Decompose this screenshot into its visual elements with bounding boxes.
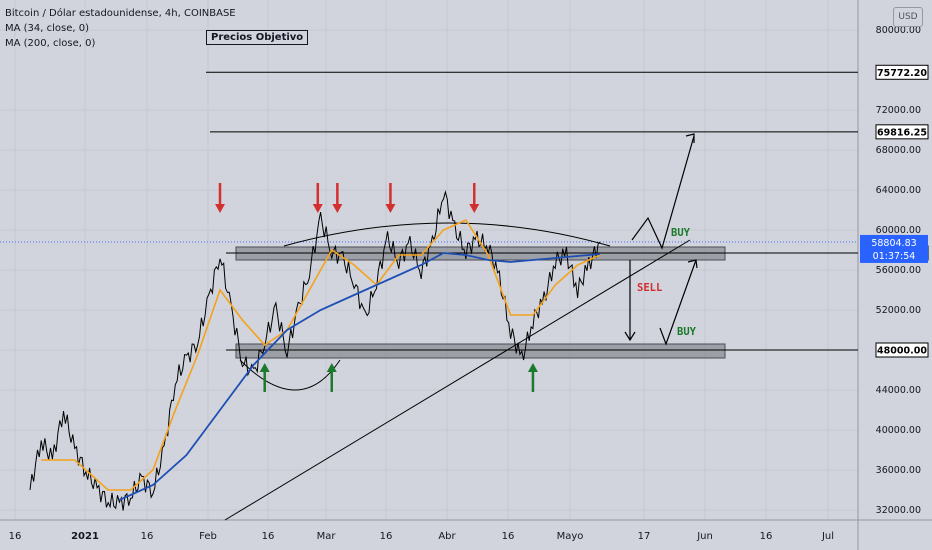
time-tick-label: Abr — [438, 531, 456, 542]
annotation-labels: BUY SELL BUY — [637, 227, 697, 338]
price-tick-label: 32000.00 — [876, 505, 921, 516]
time-tick-label: Jun — [696, 531, 713, 542]
price-tick-label: 40000.00 — [876, 425, 921, 436]
price-tick-label: 56000.00 — [876, 265, 921, 276]
sell-signal-arrowhead — [385, 204, 396, 213]
buy-label-bottom: BUY — [677, 326, 697, 338]
time-tick-label: 16 — [380, 531, 393, 542]
time-tick-label: 16 — [760, 531, 773, 542]
sell-signal-arrowhead — [332, 204, 343, 213]
target-level-label: 69816.25 — [877, 127, 927, 138]
time-tick-label: Mar — [317, 531, 337, 542]
target-level-tag — [875, 342, 929, 358]
ma34-line — [41, 218, 601, 491]
currency-unit-button[interactable]: USD — [893, 7, 923, 27]
symbol-title[interactable]: Bitcoin / Dólar estadounidense, 4h, COIN… — [5, 8, 236, 19]
target-level-tag — [875, 64, 929, 80]
price-axis[interactable]: 32000.00 36000.00 40000.00 44000.00 48000.00… — [860, 25, 929, 516]
time-tick-label: 16 — [502, 531, 515, 542]
buy-signal-arrowhead — [259, 363, 270, 372]
target-prices-note: Precios Objetivo — [206, 30, 309, 45]
ascending-trendline — [224, 239, 691, 521]
time-tick-label: Jul — [821, 531, 834, 542]
buy-signal-arrowhead — [326, 363, 337, 372]
current-price-tag — [860, 234, 928, 263]
sell-signal-arrowhead — [469, 204, 480, 213]
price-tick-label: 44000.00 — [876, 385, 921, 396]
price-line — [29, 190, 601, 511]
projection-arrowhead — [685, 133, 695, 143]
target-level-tag — [875, 124, 929, 140]
time-tick-label: Mayo — [557, 531, 584, 542]
price-tick-label: 52000.00 — [876, 305, 921, 316]
time-tick-label: 2021 — [71, 531, 99, 542]
support-zone — [235, 343, 726, 359]
price-tick-label: 36000.00 — [876, 465, 921, 476]
sell-signal-arrowhead — [312, 204, 323, 213]
sell-label: SELL — [637, 282, 662, 294]
time-tick-label: 16 — [141, 531, 154, 542]
time-tick-label: 16 — [9, 531, 22, 542]
ma34-legend[interactable]: MA (34, close, 0) — [5, 23, 90, 34]
projection-path-up — [631, 135, 695, 250]
buy-signal-arrowhead — [527, 363, 538, 372]
signal-arrows — [215, 183, 538, 392]
ma200-legend[interactable]: MA (200, close, 0) — [5, 38, 96, 49]
price-tick-label: 72000.00 — [876, 105, 921, 116]
chart-legend: Bitcoin / Dólar estadounidense, 4h, COIN… — [5, 6, 236, 51]
time-axis[interactable]: 16 2021 16 Feb 16 Mar 16 Abr 16 Mayo 17 Jun 16 Jul — [9, 531, 834, 542]
time-tick-label: Feb — [199, 531, 217, 542]
projection-path-buy — [659, 259, 697, 346]
time-tick-label: 17 — [638, 531, 651, 542]
sell-signal-arrowhead — [215, 204, 225, 213]
ma200-line — [119, 252, 601, 501]
current-price-label: 58804.83 — [871, 238, 916, 249]
target-level-label: 48000.00 — [877, 346, 927, 357]
sell-arrowhead — [624, 331, 636, 342]
price-tick-label: 80000.00 — [876, 25, 921, 36]
trend-drawings — [224, 133, 698, 521]
target-levels — [0, 71, 858, 351]
price-tick-label: 60000.00 — [876, 225, 921, 236]
countdown-label: 01:37:54 — [873, 251, 916, 262]
buy-arrowhead — [687, 259, 698, 269]
price-tick-label: 68000.00 — [876, 145, 921, 156]
time-tick-label: 16 — [262, 531, 275, 542]
buy-label-top: BUY — [671, 227, 691, 239]
target-level-label: 75772.20 — [877, 68, 927, 79]
price-tick-label: 64000.00 — [876, 185, 921, 196]
price-series — [29, 190, 601, 511]
